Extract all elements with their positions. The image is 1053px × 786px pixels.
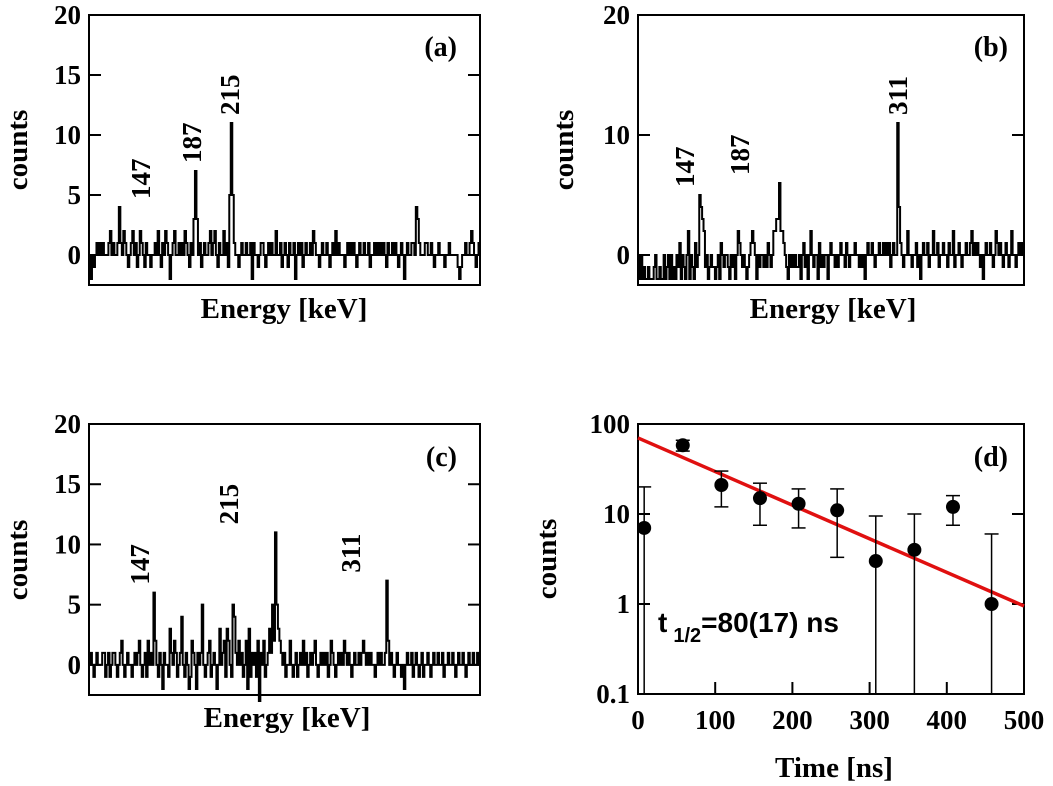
panel-d-fit-line [637,436,1025,608]
panel-a-ytick-label: 20 [54,0,81,30]
panel-a-ytick-label: 15 [54,60,81,90]
panel-b-peak-labels: 147 187 311 [670,76,913,187]
panel-d-data-point [830,503,845,518]
panel-b-frame [637,14,1025,286]
panel-a-frame [88,14,481,286]
panel-d-ytick-label: 100 [590,409,631,439]
panel-c-y-ticks: 0 5 10 15 20 [54,409,480,680]
panel-b-tag: (b) [974,32,1008,63]
panel-d-xlabel: Time [ns] [775,752,893,784]
panel-d-tag: (d) [974,442,1008,473]
panel-d-data-point [791,496,806,511]
panel-a-peak-label: 147 [126,159,156,200]
panel-c-peak-label: 215 [214,484,244,525]
panel-a-ytick-label: 0 [68,240,82,270]
panel-a-peak-label: 187 [177,123,207,164]
panel-c-frame [88,423,481,696]
panel-d-data-point [714,478,729,493]
panel-c-peak-labels: 147 215 311 [125,484,366,585]
half-life-symbol: t [658,607,667,638]
panel-b-ylabel: counts [548,110,580,191]
panel-a-y-ticks: 0 5 10 15 20 [54,0,480,270]
panel-a-tag: (a) [424,32,457,63]
half-life-annotation: t 1/2=80(17) ns [658,607,839,647]
panel-d-y-ticks: 0.1 1 10 100 [590,409,1024,709]
panel-b-ytick-label: 10 [603,120,630,150]
panel-c-histogram [89,531,480,703]
panel-b-ytick-label: 0 [617,240,631,270]
panel-d-xtick-label: 500 [1004,705,1045,735]
panel-b-peak-label: 187 [725,135,755,176]
panel-b-y-ticks: 0 10 20 [603,0,1024,270]
panel-d-data-point [675,438,690,453]
panel-c-ytick-label: 10 [54,529,81,559]
half-life-subscript: 1/2 [673,625,701,647]
panel-a-peak-label: 215 [215,75,245,116]
panel-c-peak-label: 311 [336,534,366,573]
panel-a-peak-labels: 147 187 215 [126,75,245,200]
panel-c-ytick-label: 15 [54,469,81,499]
panel-d-frame [637,423,1025,695]
panel-d-data-point [984,597,999,611]
panel-d-ytick-label: 0.1 [596,679,630,709]
panel-b-peak-label: 311 [883,76,913,115]
panel-b-peak-label: 147 [670,147,700,188]
panel-b-ytick-label: 20 [603,0,630,30]
panel-a-xlabel: Energy [keV] [201,293,368,325]
panel-a-ytick-label: 5 [68,180,82,210]
panel-d-data-point [868,554,883,569]
panel-d-data-point [945,499,960,514]
panel-d-data-point [637,520,652,535]
panel-a: 0 5 10 15 20 147 187 215 (a) Energy [keV] coun… [2,0,481,325]
panel-d-data-point [752,491,767,506]
panel-d-data-point [907,542,922,557]
panel-c-ytick-label: 5 [68,590,82,620]
panel-c-tag: (c) [426,442,457,473]
panel-d-xtick-label: 300 [849,705,890,735]
panel-a-ytick-label: 10 [54,120,81,150]
half-life-value: =80(17) ns [701,607,839,638]
panel-d-x-ticks: 0 100 200 300 400 500 [631,682,1044,735]
panel-c-peak-label: 147 [125,544,155,585]
panel-b: 0 10 20 147 187 311 (b) Energy [keV] counts [548,0,1025,325]
panel-d-ylabel: counts [531,519,563,600]
panel-d-ytick-label: 10 [603,499,630,529]
panel-d-xtick-label: 400 [927,705,968,735]
panel-c: 0 5 10 15 20 147 215 311 (c) Energy [keV] coun… [2,409,481,734]
panel-d-xtick-label: 0 [631,705,645,735]
panel-d-ytick-label: 1 [617,589,631,619]
panel-d-xtick-label: 100 [695,705,736,735]
panel-a-histogram [89,122,480,280]
panel-b-histogram [638,122,1024,280]
panel-d-xtick-label: 200 [772,705,813,735]
panel-c-ylabel: counts [2,520,34,601]
panel-d: 0.1 1 10 100 0 100 200 300 400 500 (d) t 1/2=80(1… [531,409,1044,784]
panel-a-ylabel: counts [2,110,34,191]
panel-c-xlabel: Energy [keV] [204,702,371,734]
panel-c-ytick-label: 20 [54,409,81,439]
panel-d-data-points [637,438,999,694]
panel-c-ytick-label: 0 [68,650,82,680]
panel-b-xlabel: Energy [keV] [750,293,917,325]
